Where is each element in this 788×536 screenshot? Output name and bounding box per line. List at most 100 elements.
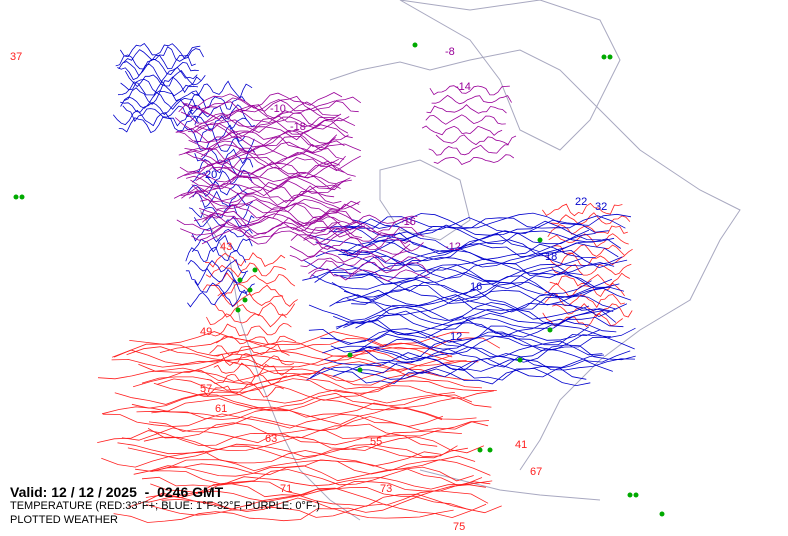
weather-dot bbox=[517, 357, 523, 363]
isotherm bbox=[152, 468, 493, 487]
isotherm bbox=[184, 93, 246, 110]
isotherm bbox=[194, 147, 255, 165]
isotherm bbox=[200, 141, 362, 158]
isotherm bbox=[310, 367, 591, 387]
isotherm bbox=[194, 116, 356, 133]
isotherm bbox=[214, 302, 296, 318]
isotherm bbox=[176, 217, 338, 235]
isotherm bbox=[129, 331, 470, 347]
isotherm bbox=[159, 336, 501, 353]
valid-time: Valid: 12 / 12 / 2025 - 0246 GMT bbox=[10, 484, 224, 500]
temperature-contours bbox=[97, 42, 636, 523]
isotherm bbox=[303, 226, 424, 240]
isotherm bbox=[112, 109, 194, 127]
isotherm bbox=[181, 191, 342, 206]
isotherm bbox=[201, 228, 363, 246]
isotherm bbox=[185, 246, 247, 263]
isotherm bbox=[355, 320, 636, 339]
isotherm bbox=[145, 503, 487, 519]
isotherm bbox=[213, 362, 295, 377]
weather-dot bbox=[347, 352, 353, 358]
isotherm bbox=[302, 255, 584, 274]
isotherm bbox=[187, 289, 248, 308]
temperature-label: 20 bbox=[205, 169, 217, 181]
isotherm bbox=[292, 218, 414, 234]
temperature-label: -14 bbox=[455, 81, 471, 93]
isotherm bbox=[350, 348, 631, 368]
isotherm bbox=[547, 224, 628, 238]
isotherm bbox=[126, 346, 467, 362]
isotherm bbox=[213, 353, 295, 368]
isotherm bbox=[309, 268, 430, 282]
weather-dot bbox=[237, 277, 243, 283]
isotherm bbox=[552, 303, 633, 318]
weather-dot bbox=[477, 447, 483, 453]
isotherm bbox=[207, 373, 288, 385]
isotherm bbox=[343, 314, 624, 331]
temperature-label: 41 bbox=[515, 439, 527, 451]
isotherm bbox=[184, 136, 345, 154]
temperature-label: 12 bbox=[450, 331, 462, 343]
isotherm bbox=[161, 496, 502, 514]
isotherm bbox=[118, 59, 199, 77]
isotherm bbox=[308, 260, 429, 276]
isotherm bbox=[136, 407, 477, 425]
isotherm bbox=[203, 383, 284, 398]
isotherm bbox=[131, 392, 473, 411]
temperature-label: 63 bbox=[265, 433, 277, 445]
isotherm bbox=[181, 92, 343, 109]
weather-dot bbox=[13, 194, 19, 200]
weather-dot bbox=[601, 54, 607, 60]
isotherm bbox=[118, 116, 200, 134]
isotherm bbox=[178, 147, 339, 165]
isotherm bbox=[211, 322, 292, 337]
isotherm bbox=[102, 413, 444, 429]
isotherm bbox=[346, 297, 628, 318]
weather-dot bbox=[252, 267, 258, 273]
isotherm bbox=[123, 46, 204, 63]
temperature-label: 18 bbox=[545, 251, 557, 263]
temperature-label: 67 bbox=[530, 466, 542, 478]
temperature-label: 73 bbox=[380, 483, 392, 495]
isotherm bbox=[347, 248, 628, 269]
isotherm bbox=[101, 402, 443, 421]
temperature-label: 16 bbox=[470, 281, 482, 293]
weather-dot bbox=[607, 54, 613, 60]
isotherm bbox=[148, 487, 489, 506]
weather-dot bbox=[547, 327, 553, 333]
isotherm bbox=[354, 356, 636, 374]
isotherm bbox=[183, 143, 345, 160]
isotherm bbox=[200, 203, 361, 220]
isotherm bbox=[289, 243, 411, 258]
isotherm bbox=[186, 104, 248, 121]
isotherm bbox=[176, 170, 338, 185]
weather-dot bbox=[633, 492, 639, 498]
isotherm bbox=[191, 234, 253, 253]
isotherm bbox=[342, 252, 623, 271]
isotherm bbox=[306, 363, 587, 381]
isotherm bbox=[354, 335, 635, 355]
isotherm bbox=[549, 212, 631, 225]
isotherm bbox=[120, 92, 201, 110]
isotherm bbox=[548, 233, 629, 248]
temperature-label: 49 bbox=[200, 326, 212, 338]
temperature-label: 22 bbox=[575, 196, 587, 208]
coastline bbox=[399, 0, 621, 151]
temperature-label: 57 bbox=[200, 383, 212, 395]
isotherm bbox=[173, 185, 335, 204]
isotherm bbox=[345, 215, 626, 230]
isotherm bbox=[117, 442, 458, 458]
isotherm bbox=[151, 397, 492, 414]
temperature-label: 37 bbox=[10, 51, 22, 63]
isotherm bbox=[117, 63, 198, 83]
isotherm bbox=[191, 179, 352, 197]
isotherm bbox=[205, 262, 287, 278]
isotherm bbox=[192, 158, 254, 177]
weather-dot bbox=[242, 297, 248, 303]
coastline bbox=[419, 469, 601, 501]
temperature-label: 55 bbox=[370, 436, 382, 448]
isotherm bbox=[123, 87, 205, 105]
